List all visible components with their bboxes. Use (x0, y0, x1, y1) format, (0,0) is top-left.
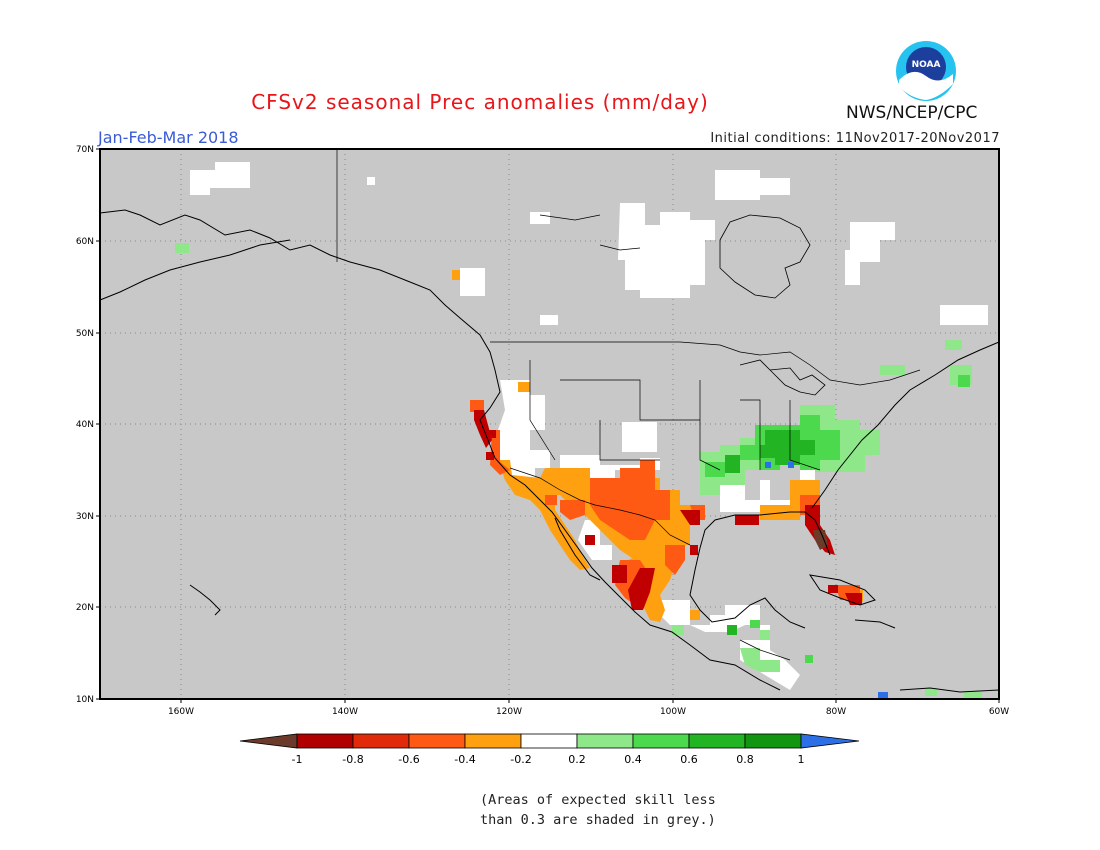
season-label: Jan-Feb-Mar 2018 (98, 128, 239, 147)
colorbar-label: 0.4 (624, 753, 642, 766)
colorbar-label: -1 (292, 753, 303, 766)
colorbar-label: 0.6 (680, 753, 698, 766)
colorbar-swatch (688, 733, 746, 749)
colorbar-swatch (576, 733, 634, 749)
colorbar-swatch (296, 733, 354, 749)
lon-label-140w: 140W (332, 707, 358, 717)
svg-text:NOAA: NOAA (912, 60, 941, 70)
colorbar-swatch (744, 733, 802, 749)
skill-note-line1: (Areas of expected skill less (480, 792, 716, 808)
inland-water (539, 214, 826, 396)
lon-label-160w: 160W (168, 707, 194, 717)
map-title: CFSv2 seasonal Prec anomalies (mm/day) (251, 90, 709, 114)
coastlines (99, 209, 1000, 693)
colorbar-label: -0.2 (510, 753, 531, 766)
colorbar-label: 0.8 (736, 753, 754, 766)
blue-anomaly-areas (765, 462, 888, 698)
lat-label-40n: 40N (76, 420, 94, 430)
colorbar-end-low (239, 733, 298, 749)
brown-anomaly-areas (813, 530, 828, 550)
colorbar: -1 -0.8 -0.6 -0.4 -0.2 0.2 0.4 0.6 0.8 1 (239, 733, 860, 766)
colorbar-end-high (800, 733, 860, 749)
lat-label-50n: 50N (76, 329, 94, 339)
organization-label: NWS/NCEP/CPC (846, 103, 978, 123)
colorbar-swatch (408, 733, 466, 749)
lat-label-60n: 60N (76, 237, 94, 247)
dark-green-anomaly-areas (725, 430, 815, 635)
colorbar-swatch (632, 733, 690, 749)
colorbar-label: 0.2 (568, 753, 586, 766)
colorbar-label: 1 (798, 753, 805, 766)
lon-label-80w: 80W (826, 707, 846, 717)
colorbar-label: -0.6 (398, 753, 419, 766)
colorbar-swatch (464, 733, 522, 749)
colorbar-label: -0.8 (342, 753, 363, 766)
colorbar-swatch (520, 733, 578, 749)
lat-label-30n: 30N (76, 512, 94, 522)
initial-conditions-label: Initial conditions: 11Nov2017-20Nov2017 (710, 131, 1000, 146)
tick-marks (96, 148, 1000, 703)
skill-note-line2: than 0.3 are shaded in grey.) (480, 812, 716, 828)
lon-label-100w: 100W (660, 707, 686, 717)
colorbar-label: -0.4 (454, 753, 475, 766)
lat-label-70n: 70N (76, 145, 94, 155)
lon-label-60w: 60W (989, 707, 1009, 717)
noaa-logo: NOAA (896, 41, 956, 101)
lon-label-120w: 120W (496, 707, 522, 717)
political-borders (336, 149, 921, 661)
lat-label-20n: 20N (76, 603, 94, 613)
colorbar-swatch (352, 733, 410, 749)
lat-label-10n: 10N (76, 695, 94, 705)
